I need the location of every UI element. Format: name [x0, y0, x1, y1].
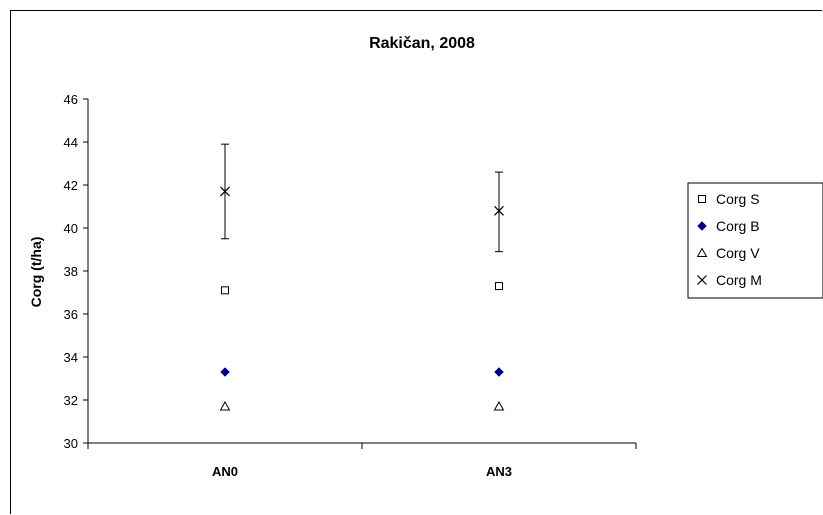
- x-tick-label: AN0: [212, 464, 238, 479]
- legend-marker: [696, 247, 708, 257]
- legend-label: Corg V: [716, 245, 760, 261]
- y-tick-label: 40: [64, 221, 78, 236]
- data-point: [495, 282, 503, 291]
- y-tick-label: 46: [64, 92, 78, 107]
- chart-title: Rakičan, 2008: [369, 35, 475, 52]
- marker-stroke: [220, 186, 230, 197]
- legend-label: Corg S: [716, 191, 760, 207]
- x-ticks: AN0 AN3: [87, 443, 637, 479]
- legend-label: Corg M: [716, 272, 762, 288]
- plot-area: [219, 143, 505, 411]
- y-axis-label: Corg (t/ha): [28, 237, 44, 308]
- legend-marker: [697, 221, 707, 231]
- y-tick-label: 42: [64, 178, 78, 193]
- legend: Corg S Corg B Corg V Corg M: [687, 182, 823, 299]
- data-point: [219, 400, 231, 411]
- legend-box: [687, 182, 823, 299]
- legend-marker: [698, 195, 706, 203]
- y-tick-label: 32: [64, 393, 78, 408]
- data-point: [493, 400, 505, 411]
- y-tick-label: 38: [64, 264, 78, 279]
- marker-stroke: [697, 275, 707, 285]
- x-tick-label: AN3: [486, 464, 512, 479]
- chart-frame: [10, 10, 822, 514]
- data-point: [494, 205, 504, 216]
- legend-label: Corg B: [716, 218, 760, 234]
- legend-marker: [697, 275, 707, 285]
- data-point: [220, 367, 230, 377]
- y-tick-label: 34: [64, 350, 78, 365]
- y-tick-label: 30: [64, 436, 78, 451]
- marker-stroke: [494, 205, 504, 216]
- y-tick-label: 36: [64, 307, 78, 322]
- y-tick-label: 44: [64, 135, 78, 150]
- data-point: [494, 367, 504, 377]
- data-point: [220, 186, 230, 197]
- y-ticks: 30 32 34 36 38 40 42 44 46: [64, 92, 88, 451]
- data-point: [221, 286, 229, 295]
